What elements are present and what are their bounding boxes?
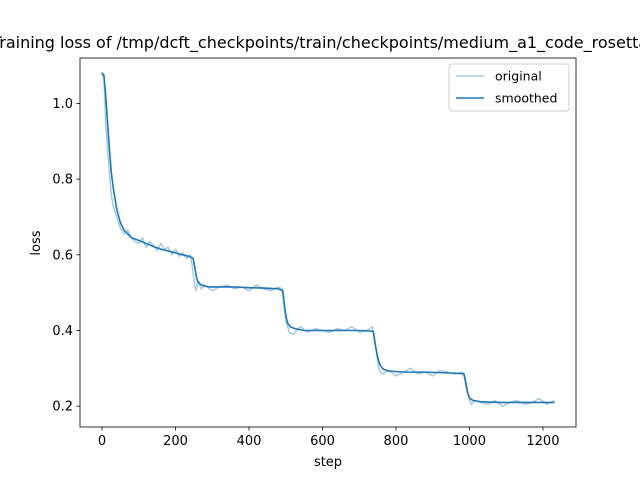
series-line-smoothed — [101, 72, 555, 404]
y-tick-label: 0.6 — [52, 248, 73, 263]
x-tick-label: 800 — [384, 434, 409, 449]
y-tick-label: 0.4 — [52, 324, 73, 339]
legend: original smoothed — [448, 63, 570, 112]
x-tick-label: 400 — [237, 434, 262, 449]
plot-background — [80, 58, 576, 427]
x-tick-label: 200 — [163, 434, 188, 449]
y-axis: 0.2 0.4 0.6 0.8 1.0 — [52, 97, 80, 415]
axes-frame — [79, 57, 577, 428]
x-axis-label: step — [314, 455, 342, 470]
series-layer — [101, 72, 555, 407]
legend-box — [448, 63, 570, 112]
y-axis-label: loss — [29, 230, 44, 255]
y-tick-label: 1.0 — [52, 97, 73, 112]
x-tick-label: 1200 — [526, 434, 559, 449]
x-tick-label: 600 — [310, 434, 335, 449]
x-axis: 0 200 400 600 800 1000 1200 — [98, 427, 559, 449]
y-tick-label: 0.8 — [52, 173, 73, 188]
legend-label-smoothed: smoothed — [495, 91, 557, 106]
legend-label-original: original — [495, 69, 542, 84]
x-tick-label: 0 — [98, 434, 106, 449]
chart-title: Training loss of /tmp/dcft_checkpoints/t… — [0, 33, 640, 53]
x-tick-label: 1000 — [453, 434, 486, 449]
y-tick-label: 0.2 — [52, 400, 73, 415]
plot-area — [79, 57, 577, 428]
